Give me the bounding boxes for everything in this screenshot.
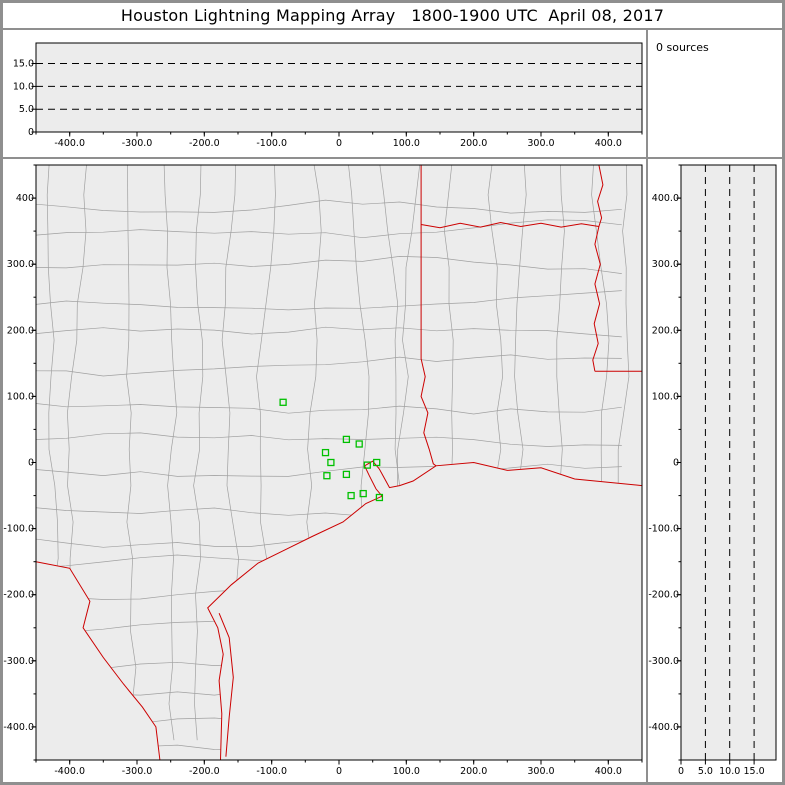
svg-text:-300.0: -300.0 (648, 656, 679, 667)
y-axis-labels: 400 300.0 200.0 100.0 0 -100.0 -200.0 -300.0 -40… (3, 193, 34, 733)
title-bar: Houston Lightning Mapping Array 1800-190… (3, 3, 782, 28)
sources-count-label: 0 sources (656, 41, 709, 54)
y-axis-labels: 15.0 10.0 5.0 0 (13, 59, 34, 139)
svg-text:-200.0: -200.0 (648, 590, 679, 601)
y-axis-labels: 400.0 300.0 200.0 100.0 0 -100.0 -200.0 -300.0 -… (648, 193, 679, 733)
svg-text:0: 0 (336, 766, 342, 777)
station-markers (279, 398, 384, 502)
x-axis-labels: -400.0 -300.0 -200.0 -100.0 0 100.0 200.0 300.0… (54, 138, 622, 149)
y-axis-ticks (31, 164, 36, 761)
altitude-ew-plot-area[interactable] (36, 43, 642, 132)
altitude-east-west-plot[interactable]: 15.0 10.0 5.0 0 -400.0 -300.0 -200.0 -100.0 0 100… (3, 30, 646, 157)
altitude-north-south-plot[interactable]: 400.0 300.0 200.0 100.0 0 -100.0 -200.0 -300.0 -… (648, 159, 782, 782)
svg-text:0: 0 (28, 127, 34, 138)
svg-text:-400.0: -400.0 (648, 722, 679, 733)
x-axis-ticks (35, 132, 643, 137)
svg-text:200.0: 200.0 (652, 325, 679, 336)
svg-text:400.0: 400.0 (595, 138, 622, 149)
svg-text:-300.0: -300.0 (3, 656, 34, 667)
lma-station-marker (323, 472, 331, 480)
svg-text:-300.0: -300.0 (122, 138, 153, 149)
lma-station-marker (375, 493, 384, 502)
svg-text:100.0: 100.0 (7, 391, 34, 402)
lma-station-marker (327, 458, 335, 467)
svg-text:-100.0: -100.0 (3, 524, 34, 535)
lma-station-marker (363, 461, 371, 469)
lma-station-marker (347, 491, 355, 500)
svg-text:-100.0: -100.0 (256, 138, 287, 149)
svg-text:200.0: 200.0 (460, 138, 487, 149)
svg-text:0: 0 (336, 138, 342, 149)
svg-text:0: 0 (28, 458, 34, 469)
altitude-east-west-panel[interactable]: 15.0 10.0 5.0 0 -400.0 -300.0 -200.0 -100.0 0 100… (3, 30, 646, 157)
svg-text:400.0: 400.0 (595, 766, 622, 777)
svg-text:100.0: 100.0 (652, 391, 679, 402)
svg-text:-200.0: -200.0 (3, 590, 34, 601)
x-axis-labels: -400.0 -300.0 -200.0 -100.0 0 100.0 200.0 300.0… (54, 766, 622, 777)
lma-station-marker (279, 398, 287, 406)
y-axis-ticks (31, 63, 36, 133)
svg-text:300.0: 300.0 (527, 766, 554, 777)
svg-text:400.0: 400.0 (652, 193, 679, 204)
altitude-north-south-panel[interactable]: 400.0 300.0 200.0 100.0 0 -100.0 -200.0 -300.0 -… (648, 159, 782, 782)
svg-text:10.0: 10.0 (719, 766, 740, 777)
svg-text:300.0: 300.0 (652, 259, 679, 270)
lma-station-marker (342, 435, 351, 444)
svg-text:10.0: 10.0 (13, 81, 34, 92)
svg-text:400: 400 (16, 193, 34, 204)
state-borders-coastline (35, 164, 643, 761)
plan-view-map-panel[interactable]: 400 300.0 200.0 100.0 0 -100.0 -200.0 -300.0 -40… (3, 159, 646, 782)
lma-station-marker (321, 448, 330, 457)
lma-station-marker (373, 458, 381, 467)
plan-view-map-plot[interactable]: 400300.0200.0100.00-100.0-200.0-300.0-40… (3, 159, 646, 782)
lma-station-marker (355, 440, 363, 448)
page-title: Houston Lightning Mapping Array 1800-190… (120, 6, 665, 25)
svg-text:5.0: 5.0 (19, 104, 34, 115)
svg-text:15.0: 15.0 (13, 59, 34, 70)
svg-text:-200.0: -200.0 (189, 138, 220, 149)
sources-count-panel: 0 sources (648, 30, 782, 157)
svg-text:0: 0 (678, 766, 684, 777)
svg-text:-400.0: -400.0 (3, 722, 34, 733)
svg-text:300.0: 300.0 (7, 259, 34, 270)
svg-text:5.0: 5.0 (698, 766, 713, 777)
svg-text:100.0: 100.0 (393, 138, 420, 149)
altitude-gridlines (36, 63, 642, 110)
svg-text:100.0: 100.0 (393, 766, 420, 777)
svg-text:0: 0 (673, 458, 679, 469)
svg-text:200.0: 200.0 (460, 766, 487, 777)
svg-text:-100.0: -100.0 (648, 524, 679, 535)
svg-text:-300.0: -300.0 (122, 766, 153, 777)
svg-text:-400.0: -400.0 (54, 138, 85, 149)
lma-station-marker (342, 470, 351, 479)
svg-text:-100.0: -100.0 (256, 766, 287, 777)
lma-station-marker (359, 489, 367, 498)
x-axis-ticks (35, 760, 643, 765)
x-axis-ticks (680, 760, 755, 765)
x-axis-labels: 0 5.0 10.0 15.0 (678, 766, 765, 777)
svg-text:-400.0: -400.0 (54, 766, 85, 777)
y-axis-ticks (676, 164, 681, 761)
map-plot-area[interactable] (36, 165, 642, 760)
svg-text:-200.0: -200.0 (189, 766, 220, 777)
svg-text:200.0: 200.0 (7, 325, 34, 336)
svg-text:15.0: 15.0 (744, 766, 765, 777)
svg-text:300.0: 300.0 (527, 138, 554, 149)
altitude-gridlines (704, 165, 755, 760)
altitude-ns-plot-area[interactable] (681, 165, 776, 760)
